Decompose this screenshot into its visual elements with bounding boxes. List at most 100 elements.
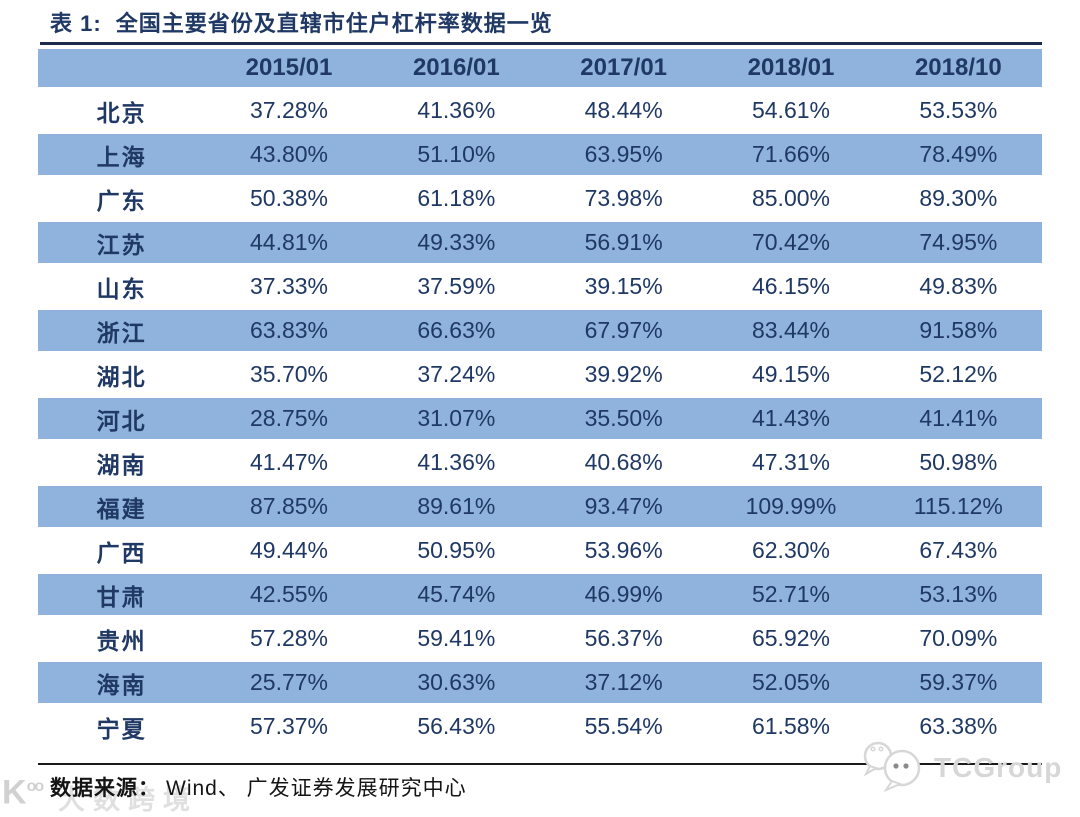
value-cell: 56.43% <box>372 706 540 747</box>
value-cell: 45.74% <box>372 574 540 615</box>
region-cell: 湖北 <box>38 354 206 395</box>
value-cell: 62.30% <box>707 530 875 571</box>
value-cell: 49.83% <box>874 266 1042 307</box>
value-cell: 57.37% <box>205 706 373 747</box>
region-cell: 上海 <box>38 134 206 175</box>
table-row: 上海 43.80% 51.10% 63.95% 71.66% 78.49% <box>38 134 1042 175</box>
table-title: 表 1: 全国主要省份及直辖市住户杠杆率数据一览 <box>50 6 553 38</box>
value-cell: 35.50% <box>539 398 708 439</box>
value-cell: 41.41% <box>874 398 1042 439</box>
table-row: 广西 49.44% 50.95% 53.96% 62.30% 67.43% <box>38 530 1042 571</box>
region-cell: 海南 <box>38 662 206 703</box>
table-row: 河北 28.75% 31.07% 35.50% 41.43% 41.41% <box>38 398 1042 439</box>
value-cell: 85.00% <box>707 178 875 219</box>
table-row: 湖北 35.70% 37.24% 39.92% 49.15% 52.12% <box>38 354 1042 395</box>
value-cell: 89.30% <box>874 178 1042 219</box>
value-cell: 91.58% <box>874 310 1042 351</box>
value-cell: 59.37% <box>874 662 1042 703</box>
data-source-label: 数据来源： <box>50 777 160 800</box>
watermark-logo-circles: oo <box>26 778 44 795</box>
value-cell: 53.96% <box>539 530 708 571</box>
value-cell: 78.49% <box>874 134 1042 175</box>
value-cell: 66.63% <box>372 310 540 351</box>
value-cell: 59.41% <box>372 618 540 659</box>
region-cell: 宁夏 <box>38 706 206 747</box>
value-cell: 43.80% <box>205 134 373 175</box>
region-cell: 广东 <box>38 178 206 219</box>
value-cell: 50.95% <box>372 530 540 571</box>
value-cell: 39.92% <box>539 354 708 395</box>
value-cell: 47.31% <box>707 442 875 483</box>
data-source-note: 数据来源： Wind、 广发证券发展研究中心 <box>50 772 467 802</box>
table-row: 宁夏 57.37% 56.43% 55.54% 61.58% 63.38% <box>38 706 1042 747</box>
value-cell: 30.63% <box>372 662 540 703</box>
value-cell: 41.43% <box>707 398 875 439</box>
value-cell: 51.10% <box>372 134 540 175</box>
column-header-2017-01: 2017/01 <box>539 49 708 87</box>
value-cell: 67.97% <box>539 310 708 351</box>
value-cell: 37.28% <box>205 90 373 131</box>
value-cell: 40.68% <box>539 442 708 483</box>
value-cell: 49.44% <box>205 530 373 571</box>
value-cell: 37.12% <box>539 662 708 703</box>
leverage-ratio-table: 2015/01 2016/01 2017/01 2018/01 2018/10 北京 37… <box>38 46 1042 750</box>
watermark-logo-left: Koo <box>2 770 44 809</box>
table-title-text: 全国主要省份及直辖市住户杠杆率数据一览 <box>115 11 553 36</box>
table-row: 广东 50.38% 61.18% 73.98% 85.00% 89.30% <box>38 178 1042 219</box>
table-row: 福建 87.85% 89.61% 93.47% 109.99% 115.12% <box>38 486 1042 527</box>
value-cell: 25.77% <box>205 662 373 703</box>
column-header-2018-01: 2018/01 <box>707 49 875 87</box>
table-title-prefix: 表 1: <box>50 11 102 36</box>
value-cell: 61.18% <box>372 178 540 219</box>
column-header-2018-10: 2018/10 <box>874 49 1042 87</box>
watermark-text-right: TCGroup <box>934 751 1063 783</box>
value-cell: 52.12% <box>874 354 1042 395</box>
value-cell: 48.44% <box>539 90 708 131</box>
value-cell: 65.92% <box>707 618 875 659</box>
value-cell: 41.36% <box>372 442 540 483</box>
value-cell: 56.37% <box>539 618 708 659</box>
value-cell: 41.47% <box>205 442 373 483</box>
region-cell: 湖南 <box>38 442 206 483</box>
table-row: 浙江 63.83% 66.63% 67.97% 83.44% 91.58% <box>38 310 1042 351</box>
title-divider-line <box>40 42 1042 45</box>
value-cell: 63.95% <box>539 134 708 175</box>
value-cell: 73.98% <box>539 178 708 219</box>
region-cell: 浙江 <box>38 310 206 351</box>
table-row: 山东 37.33% 37.59% 39.15% 46.15% 49.83% <box>38 266 1042 307</box>
value-cell: 89.61% <box>372 486 540 527</box>
value-cell: 39.15% <box>539 266 708 307</box>
value-cell: 55.54% <box>539 706 708 747</box>
value-cell: 87.85% <box>205 486 373 527</box>
watermark-text-left: 大数跨境 <box>58 785 198 815</box>
region-cell: 河北 <box>38 398 206 439</box>
region-cell: 贵州 <box>38 618 206 659</box>
value-cell: 52.05% <box>707 662 875 703</box>
value-cell: 83.44% <box>707 310 875 351</box>
table-header-row: 2015/01 2016/01 2017/01 2018/01 2018/10 <box>38 49 1042 87</box>
value-cell: 28.75% <box>205 398 373 439</box>
value-cell: 37.24% <box>372 354 540 395</box>
table-row: 贵州 57.28% 59.41% 56.37% 65.92% 70.09% <box>38 618 1042 659</box>
table-body: 北京 37.28% 41.36% 48.44% 54.61% 53.53% 上海 43.80%… <box>38 90 1042 747</box>
value-cell: 61.58% <box>707 706 875 747</box>
table-row: 海南 25.77% 30.63% 37.12% 52.05% 59.37% <box>38 662 1042 703</box>
value-cell: 54.61% <box>707 90 875 131</box>
region-cell: 福建 <box>38 486 206 527</box>
value-cell: 70.09% <box>874 618 1042 659</box>
table-bottom-line <box>38 763 1042 765</box>
value-cell: 74.95% <box>874 222 1042 263</box>
column-header-region <box>38 49 206 87</box>
data-source-text: Wind、 广发证券发展研究中心 <box>166 777 467 800</box>
value-cell: 46.99% <box>539 574 708 615</box>
region-cell: 山东 <box>38 266 206 307</box>
value-cell: 53.13% <box>874 574 1042 615</box>
region-cell: 江苏 <box>38 222 206 263</box>
value-cell: 53.53% <box>874 90 1042 131</box>
table-header: 2015/01 2016/01 2017/01 2018/01 2018/10 <box>38 49 1042 87</box>
value-cell: 41.36% <box>372 90 540 131</box>
value-cell: 93.47% <box>539 486 708 527</box>
value-cell: 37.33% <box>205 266 373 307</box>
value-cell: 31.07% <box>372 398 540 439</box>
value-cell: 63.83% <box>205 310 373 351</box>
